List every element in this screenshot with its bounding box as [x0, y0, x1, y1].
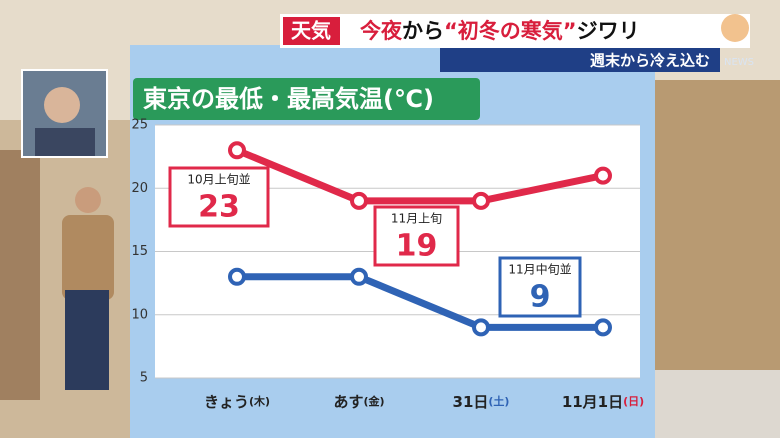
y-tick-label: 20 [131, 181, 148, 196]
subheadline: 週末から冷え込む [590, 52, 710, 70]
series-line [235, 147, 604, 205]
callout-value: 19 [396, 229, 438, 264]
callout-label: 11月中旬並 [508, 262, 571, 277]
day: (木) [249, 394, 270, 408]
presenter-legs [65, 290, 109, 390]
chart-title-box [133, 78, 480, 120]
studio-floor [655, 370, 780, 438]
point [594, 166, 612, 185]
sub-bar [440, 48, 720, 72]
news-logo: NEWS [724, 57, 754, 68]
presenter-body [62, 215, 114, 300]
category: きょう [204, 393, 249, 411]
callout-box [498, 256, 582, 318]
x-tick-label: 31日(土) [453, 393, 510, 411]
headline-part: 今夜 [360, 19, 403, 43]
day: (日) [623, 395, 644, 408]
category: あす [333, 393, 363, 411]
headline: 今夜から“初冬の寒気”ジワリ [360, 19, 640, 43]
callout-value: 23 [198, 190, 240, 225]
studio-door [0, 150, 40, 400]
tag: 天気 [291, 19, 331, 43]
y-tick-label: 15 [131, 244, 148, 259]
plot: 5 10 15 20 25 きょう(木) あす(金) 31日(土) 11月1日(日) 10月上旬並… [131, 118, 644, 411]
y-tick-label: 5 [140, 371, 148, 386]
point [350, 191, 368, 210]
point [350, 267, 368, 286]
inset-suit [35, 128, 95, 156]
series-line [237, 273, 603, 331]
day: (土) [488, 394, 509, 408]
y-tick-label: 25 [131, 118, 148, 133]
inset-face [44, 87, 80, 123]
day: (金) [363, 394, 384, 408]
chart-title: 東京の最低・最高気温(℃) [143, 85, 434, 113]
category: 11月1日 [562, 393, 623, 411]
point [472, 191, 490, 210]
callout-box [168, 166, 270, 228]
point [228, 141, 246, 160]
point [472, 318, 490, 337]
presenter-head [75, 187, 101, 213]
x-tick-label: あす(金) [333, 393, 384, 411]
x-tick-label: きょう(木) [204, 393, 270, 411]
studio-panel [655, 80, 780, 380]
callout-value: 9 [530, 280, 551, 315]
mascot [721, 14, 749, 42]
x-tick-label: 11月1日(日) [562, 393, 644, 411]
callout-label: 11月上旬 [391, 212, 442, 226]
y-tick-label: 10 [131, 307, 148, 322]
headline-part: から [402, 19, 444, 43]
point [228, 267, 246, 286]
headline-part: ジワリ [577, 19, 640, 43]
headline-part: “初冬の寒気” [444, 19, 577, 43]
headline-bar [280, 14, 750, 48]
tag-box [283, 17, 340, 45]
category: 31日 [453, 393, 489, 411]
callout-box [373, 205, 460, 267]
callout-label: 10月上旬並 [187, 173, 250, 187]
point [594, 318, 612, 337]
